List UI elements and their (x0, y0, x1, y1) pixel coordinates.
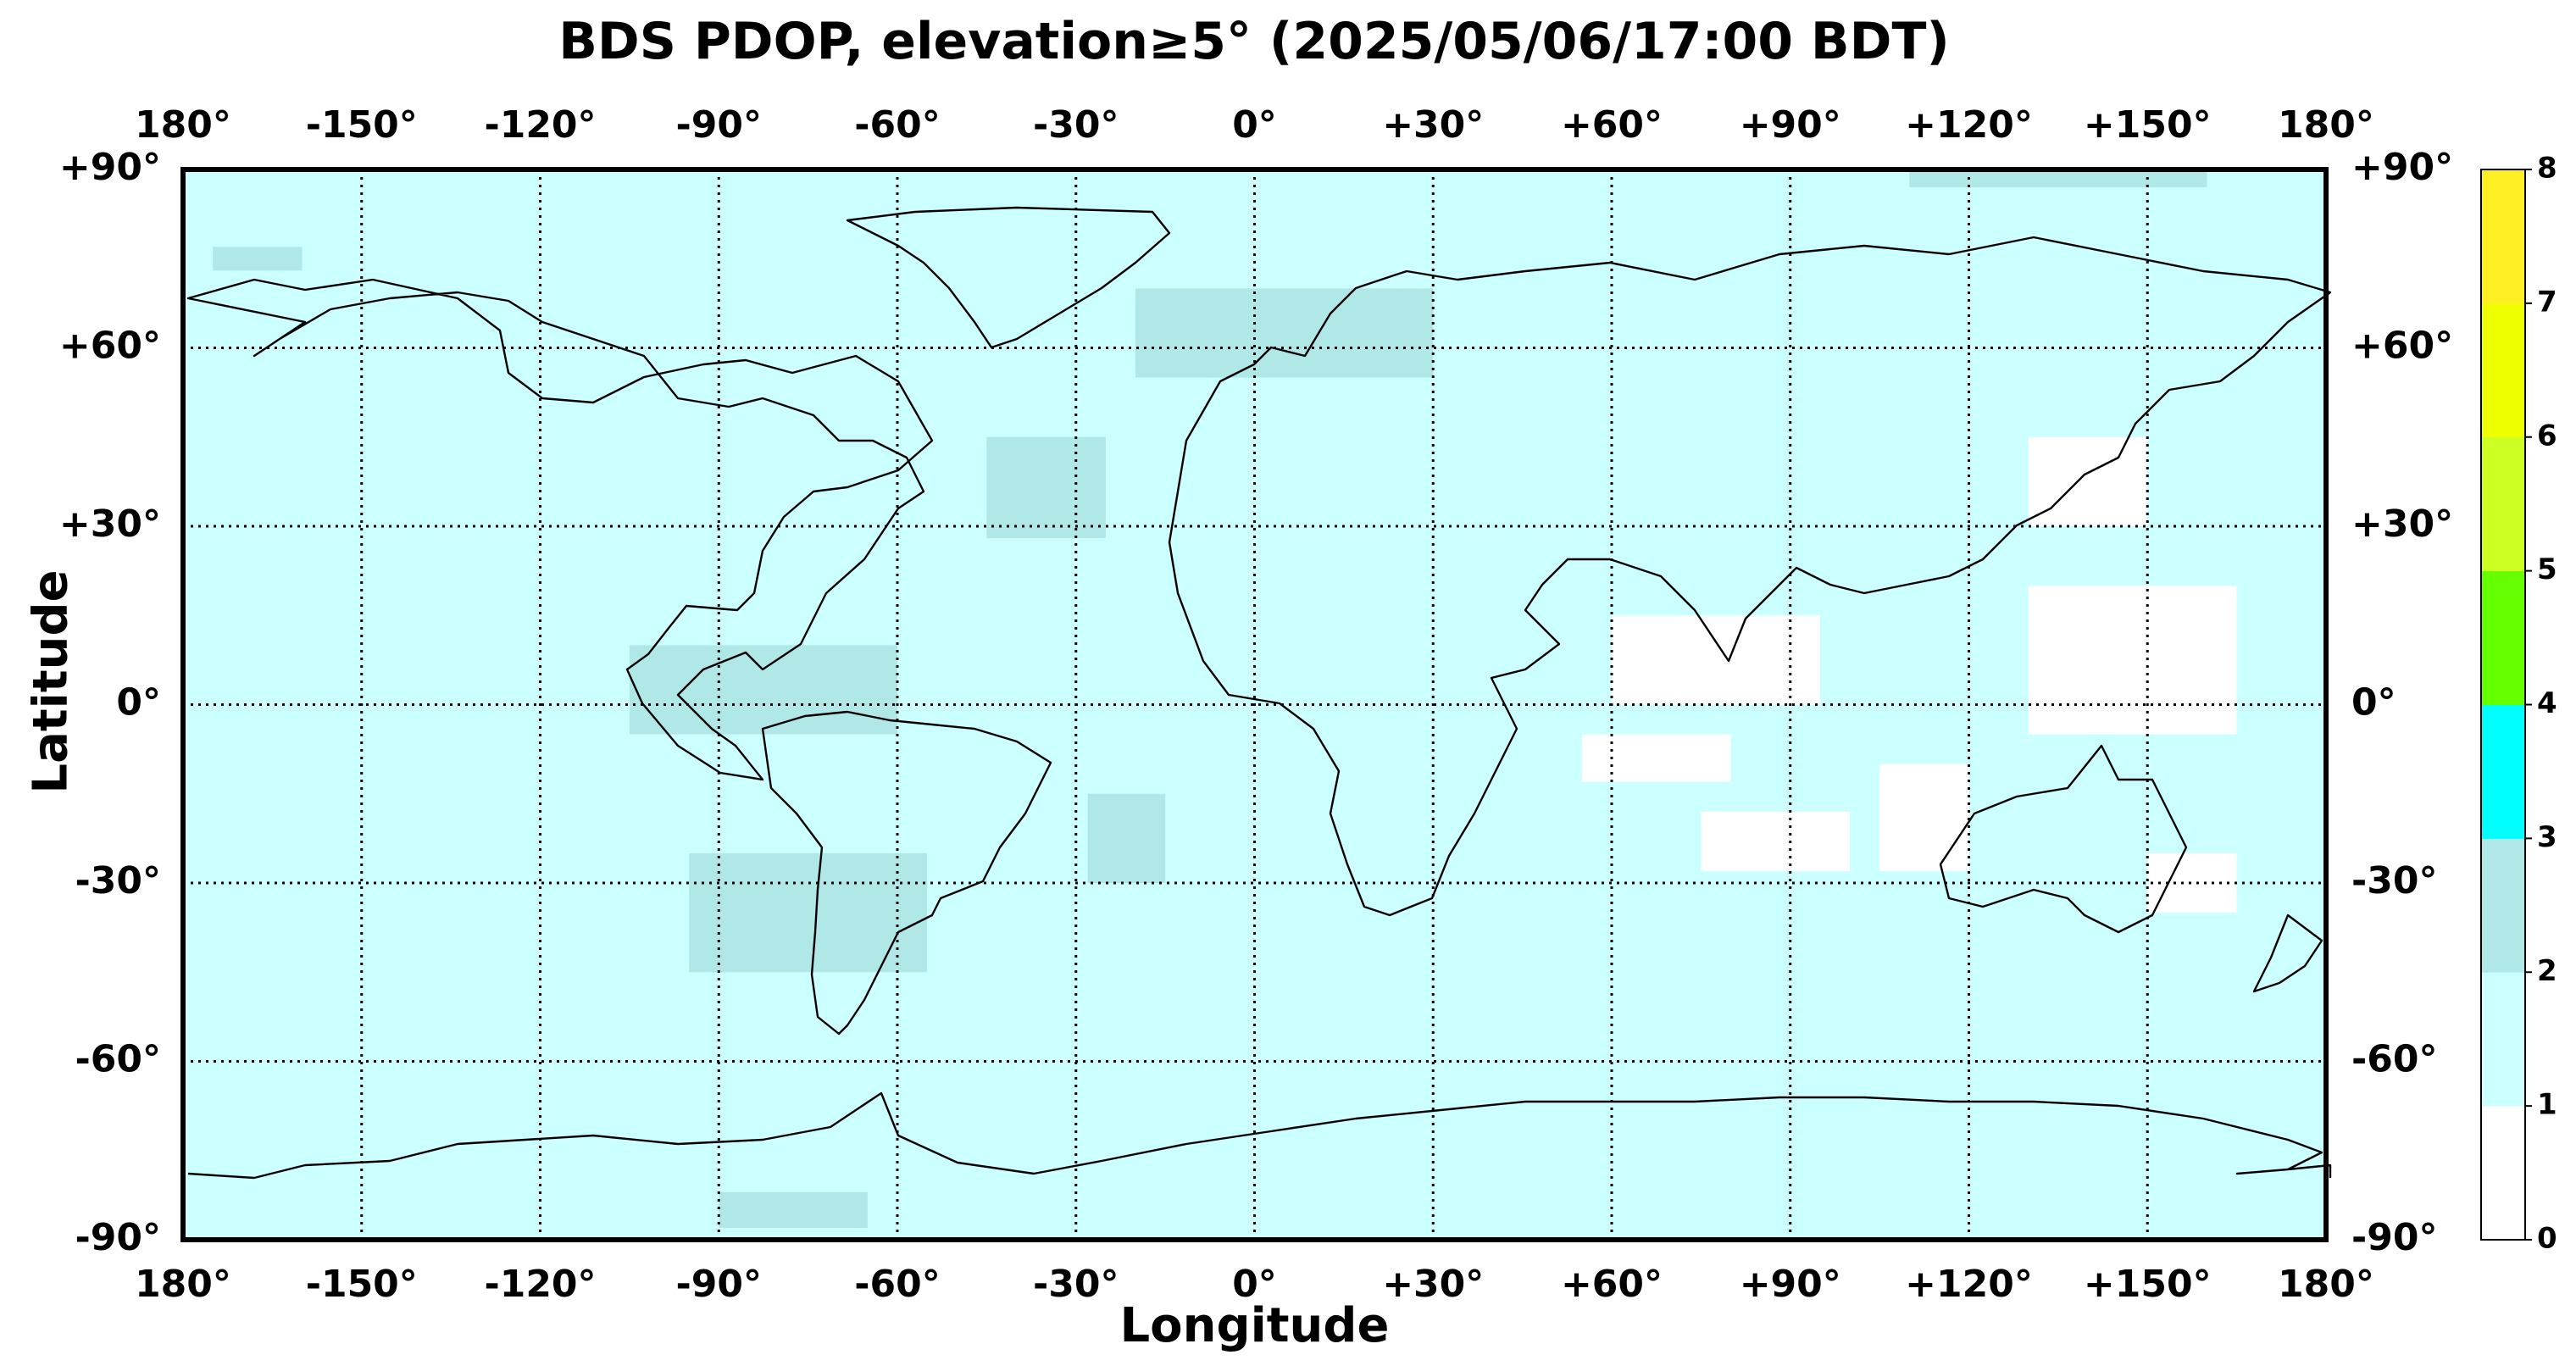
pdop-region-12 (1879, 764, 1969, 871)
y-tick-label-right: -30° (2351, 859, 2438, 902)
pdop-region-0 (629, 645, 897, 735)
x-tick-label-top: 0° (1232, 103, 1277, 147)
y-tick-label-right: 0° (2351, 681, 2396, 725)
y-tick-label-left: 0° (116, 681, 161, 725)
x-tick-label-top: -90° (676, 103, 763, 147)
coastline-greenland (846, 206, 1171, 349)
x-tick-label-bottom: -120° (484, 1263, 596, 1306)
colorbar: 0 1 2 3 4 5 6 7 8 (2480, 152, 2557, 1256)
pdop-region-11 (2028, 586, 2237, 735)
pdop-region-10 (1701, 811, 1850, 871)
y-axis-right: +90° +60° +30° 0° -30° -60° -90° (2351, 146, 2453, 1259)
x-tick-label-top: 180° (135, 103, 231, 147)
y-tick-label-left: -30° (75, 859, 162, 902)
x-tick-label-bottom: +120° (1905, 1263, 2033, 1306)
x-axis-bottom: 180° -150° -120° -90° -60° -30° 0° +30° +60° +90°… (135, 1263, 2374, 1306)
x-axis-label: Longitude (1119, 1298, 1390, 1353)
y-tick-label-left: +90° (59, 146, 161, 189)
x-tick-label-bottom: -60° (854, 1263, 941, 1306)
coastline-new-zealand (2252, 913, 2323, 993)
y-tick-label-right: +30° (2351, 503, 2453, 546)
x-tick-label-bottom: 180° (135, 1263, 231, 1306)
coastline-africa-europe-asia (1168, 236, 2332, 917)
pdop-region-6 (719, 1191, 868, 1228)
x-tick-label-top: +60° (1561, 103, 1663, 147)
x-tick-label-bottom: -150° (306, 1263, 418, 1306)
colorbar-tick-label: 8 (2537, 152, 2557, 186)
colorbar-bin-3 (2481, 704, 2525, 839)
colorbar-tick-label: 3 (2537, 820, 2557, 854)
x-tick-label-bottom: +30° (1382, 1263, 1484, 1306)
coastline-layer (186, 206, 2332, 1180)
x-tick-label-top: -30° (1033, 103, 1119, 147)
colorbar-bin-6 (2481, 303, 2525, 438)
colorbar-tick-label: 6 (2537, 419, 2557, 453)
x-tick-label-top: +120° (1905, 103, 2033, 147)
pdop-region-14 (2028, 436, 2148, 526)
y-tick-label-right: -90° (2351, 1216, 2438, 1259)
x-tick-label-top: -60° (854, 103, 941, 147)
pdop-region-9 (1581, 734, 1731, 782)
pdop-region-layer (213, 169, 2237, 1228)
y-tick-label-right: -60° (2351, 1038, 2438, 1081)
colorbar-bin-4 (2481, 570, 2525, 705)
colorbar-tick-label: 2 (2537, 954, 2557, 988)
pdop-region-13 (2147, 852, 2237, 913)
colorbar-bin-7 (2481, 169, 2525, 304)
coastline-north-america (186, 278, 934, 781)
coastline-antarctica (187, 1091, 2332, 1180)
colorbar-tick-label: 0 (2537, 1222, 2557, 1256)
pdop-region-1 (689, 852, 928, 973)
y-tick-label-left: +30° (59, 503, 161, 546)
x-tick-label-bottom: +90° (1740, 1263, 1841, 1306)
pdop-region-8 (1612, 615, 1820, 705)
x-tick-label-bottom: -90° (676, 1263, 763, 1306)
x-tick-label-bottom: 0° (1232, 1263, 1277, 1306)
y-axis-left: +90° +60° +30° 0° -30° -60° -90° (59, 146, 161, 1259)
x-tick-label-top: 180° (2278, 103, 2374, 147)
graticule (183, 169, 2326, 1240)
y-tick-label-right: +90° (2351, 146, 2453, 189)
y-tick-label-right: +60° (2351, 325, 2453, 368)
colorbar-tick-label: 5 (2537, 553, 2557, 586)
y-tick-label-left: +60° (59, 325, 161, 368)
x-tick-label-bottom: -30° (1033, 1263, 1119, 1306)
colorbar-bin-5 (2481, 436, 2525, 572)
x-tick-label-top: -120° (484, 103, 596, 147)
pdop-region-4 (1135, 288, 1434, 378)
x-tick-label-top: -150° (306, 103, 418, 147)
y-tick-label-left: -60° (75, 1038, 162, 1081)
x-axis-top: 180° -150° -120° -90° -60° -30° 0° +30° +60° +90°… (135, 103, 2374, 147)
pdop-region-2 (986, 436, 1106, 539)
x-tick-label-top: +150° (2084, 103, 2212, 147)
colorbar-bin-0 (2481, 1106, 2525, 1241)
colorbar-tick-label: 1 (2537, 1088, 2557, 1122)
coastline-south-america (761, 710, 1052, 1036)
colorbar-bin-1 (2481, 972, 2525, 1107)
coastline-australia (1939, 744, 2188, 934)
pdop-region-5 (213, 247, 303, 271)
colorbar-bin-2 (2481, 838, 2525, 973)
x-tick-label-bottom: +60° (1561, 1263, 1663, 1306)
x-tick-label-top: +30° (1382, 103, 1484, 147)
colorbar-tick-label: 7 (2537, 285, 2557, 319)
pdop-region-7 (1909, 169, 2207, 188)
x-tick-label-bottom: 180° (2278, 1263, 2374, 1306)
x-tick-label-top: +90° (1740, 103, 1841, 147)
map-frame (180, 167, 2329, 1242)
x-tick-label-bottom: +150° (2084, 1263, 2212, 1306)
colorbar-tick-label: 4 (2537, 686, 2557, 720)
y-tick-label-left: -90° (75, 1216, 162, 1259)
pdop-region-3 (1087, 793, 1166, 883)
chart-title: BDS PDOP, elevation≥5° (2025/05/06/17:00… (558, 12, 1950, 71)
